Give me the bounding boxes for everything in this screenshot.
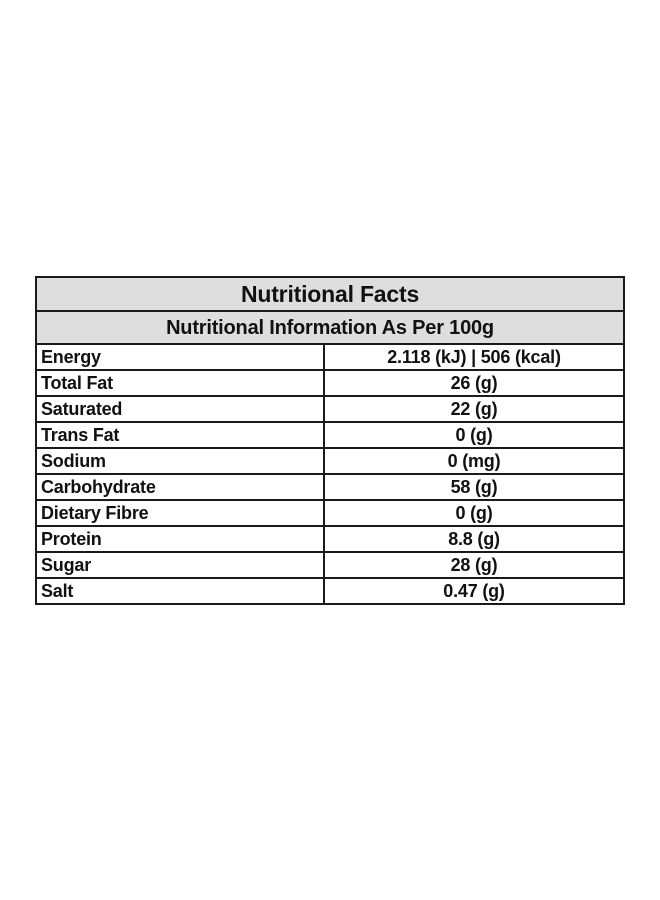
nutrient-label: Dietary Fibre (35, 499, 325, 527)
table-row-carbohydrate: Carbohydrate 58 (g) (35, 473, 625, 501)
table-row-energy: Energy 2.118 (kJ) | 506 (kcal) (35, 343, 625, 371)
nutrient-value: 0.47 (g) (323, 577, 625, 605)
nutrient-label: Saturated (35, 395, 325, 423)
table-row-sugar: Sugar 28 (g) (35, 551, 625, 579)
table-row-sodium: Sodium 0 (mg) (35, 447, 625, 475)
table-subtitle: Nutritional Information As Per 100g (35, 310, 625, 345)
nutrient-value: 0 (g) (323, 499, 625, 527)
nutrient-value: 28 (g) (323, 551, 625, 579)
title-row: Nutritional Facts (35, 276, 625, 312)
nutrient-value: 2.118 (kJ) | 506 (kcal) (323, 343, 625, 371)
nutrient-value: 0 (g) (323, 421, 625, 449)
table-row-dietary-fibre: Dietary Fibre 0 (g) (35, 499, 625, 527)
table-row-protein: Protein 8.8 (g) (35, 525, 625, 553)
table-row-total-fat: Total Fat 26 (g) (35, 369, 625, 397)
nutrient-value: 58 (g) (323, 473, 625, 501)
nutrient-label: Trans Fat (35, 421, 325, 449)
nutrient-value: 0 (mg) (323, 447, 625, 475)
nutrient-label: Carbohydrate (35, 473, 325, 501)
nutrient-label: Total Fat (35, 369, 325, 397)
nutrition-facts-table: Nutritional Facts Nutritional Informatio… (35, 276, 625, 605)
nutrient-value: 8.8 (g) (323, 525, 625, 553)
nutrient-label: Sodium (35, 447, 325, 475)
nutrient-value: 26 (g) (323, 369, 625, 397)
nutrient-label: Energy (35, 343, 325, 371)
table-row-trans-fat: Trans Fat 0 (g) (35, 421, 625, 449)
nutrient-label: Sugar (35, 551, 325, 579)
nutrient-label: Salt (35, 577, 325, 605)
subtitle-row: Nutritional Information As Per 100g (35, 310, 625, 345)
table-row-saturated: Saturated 22 (g) (35, 395, 625, 423)
nutrient-value: 22 (g) (323, 395, 625, 423)
nutrient-label: Protein (35, 525, 325, 553)
table-row-salt: Salt 0.47 (g) (35, 577, 625, 605)
table-title: Nutritional Facts (35, 276, 625, 312)
